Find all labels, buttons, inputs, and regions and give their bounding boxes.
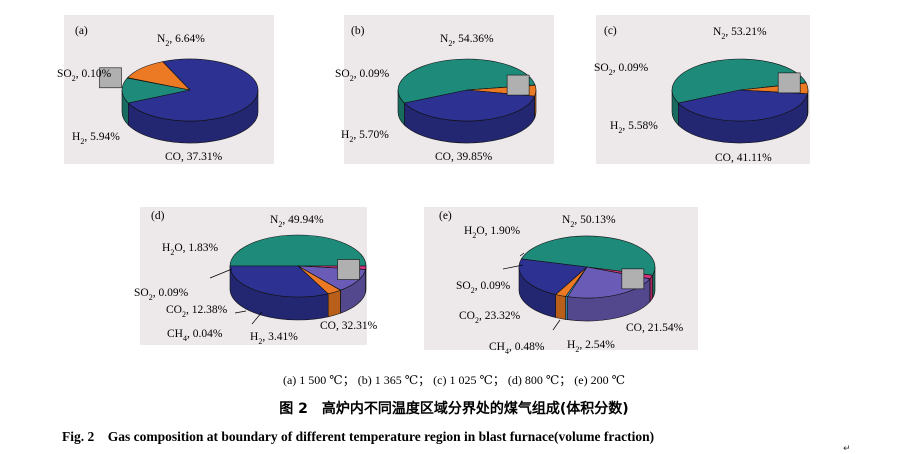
slice-label-n2: N2, 6.64% bbox=[157, 33, 205, 48]
slice-label-so2: SO2, 0.09% bbox=[335, 68, 390, 83]
pie-slice-n2 bbox=[229, 234, 367, 267]
slice-label-h2o: H2O, 1.90% bbox=[464, 225, 520, 240]
panel-label: (a) bbox=[75, 25, 88, 37]
pie-slice-co bbox=[677, 89, 808, 122]
slice-label-co2: CO2, 23.32% bbox=[459, 310, 521, 325]
pie-slice-n2 bbox=[397, 58, 536, 104]
return-mark-icon: ↵ bbox=[843, 444, 851, 454]
panel-label: (d) bbox=[151, 210, 165, 222]
pie-slice-co bbox=[229, 265, 329, 298]
slice-label-so2: SO2, 0.09% bbox=[134, 287, 189, 302]
pie-slice-n2 bbox=[121, 77, 191, 104]
slice-label-so2: SO2, 0.10% bbox=[57, 68, 112, 83]
pie-exploded-so2 bbox=[337, 259, 360, 280]
figure-title-chinese: 图 2 高炉内不同温度区域分界处的煤气组成(体积分数) bbox=[279, 401, 629, 417]
leader-line bbox=[519, 252, 525, 257]
subfigure-caption: (a) 1 500 ℃； (b) 1 365 ℃； (c) 1 025 ℃； (… bbox=[282, 373, 626, 387]
slice-label-co2: CO2, 12.38% bbox=[166, 304, 228, 319]
slice-label-n2: N2, 54.36% bbox=[440, 33, 494, 48]
leader-line bbox=[234, 310, 247, 314]
slice-label-so2: SO2, 0.09% bbox=[456, 280, 511, 295]
pie-slice-co bbox=[127, 58, 259, 122]
pie-exploded-so2 bbox=[99, 67, 122, 89]
slice-label-h2: H2, 2.54% bbox=[567, 339, 615, 354]
pie-side-h2 bbox=[327, 289, 341, 318]
pie-exploded-so2 bbox=[621, 268, 645, 290]
figure-title-english: Fig. 2 Gas composition at boundary of di… bbox=[62, 429, 655, 444]
slice-label-h2: H2, 5.70% bbox=[341, 129, 389, 144]
pie-slice-co bbox=[403, 89, 536, 122]
pie-panel-e: (e) H2O, 1.90% N2, 50.13% SO2, 0.09% CO2, 23… bbox=[424, 207, 698, 356]
slice-label-ch4: CH4, 0.48% bbox=[489, 341, 545, 356]
slice-label-n2: N2, 53.21% bbox=[713, 26, 767, 41]
slice-label-co: CO, 37.31% bbox=[165, 151, 223, 163]
pie-side-h2 bbox=[555, 294, 566, 320]
pie-side-h2o bbox=[649, 274, 653, 303]
leader-line bbox=[251, 311, 263, 325]
pie-exploded-so2 bbox=[506, 74, 530, 96]
slice-label-n2: N2, 50.13% bbox=[562, 214, 616, 229]
pie-slice-co2 bbox=[567, 266, 651, 299]
pie-panel-b: (b) N2, 54.36% SO2, 0.09% H2, 5.70% CO, 39.8… bbox=[335, 15, 554, 164]
pie-slice-n2 bbox=[520, 235, 656, 276]
pie-panel-d: (d) N2, 49.94% H2O, 1.83% SO2, 0.09% CO2, 12… bbox=[134, 207, 378, 346]
slice-label-co: CO, 32.31% bbox=[320, 320, 378, 332]
panel-label: (e) bbox=[439, 210, 452, 222]
leader-line bbox=[502, 264, 524, 270]
slice-label-co: CO, 21.54% bbox=[626, 322, 684, 334]
leader-line bbox=[209, 268, 233, 279]
leader-line bbox=[552, 319, 561, 331]
slice-label-co: CO, 39.85% bbox=[435, 151, 493, 163]
panel-label: (c) bbox=[604, 25, 617, 37]
slice-label-h2: H2, 5.58% bbox=[610, 120, 658, 135]
pie-exploded-so2 bbox=[777, 72, 801, 94]
panel-label: (b) bbox=[351, 25, 365, 37]
pie-panel-c: (c) N2, 53.21% SO2, 0.09% H2, 5.58% CO, 41.1… bbox=[594, 15, 810, 164]
pie-slice-n2 bbox=[671, 58, 807, 104]
pie-panel-a: (a) N2, 6.64% SO2, 0.10% H2, 5.94% CO, 37.31… bbox=[57, 15, 274, 164]
slice-label-so2: SO2, 0.09% bbox=[594, 62, 649, 77]
slice-label-h2: H2, 3.41% bbox=[250, 331, 298, 346]
slice-label-h2: H2, 5.94% bbox=[72, 131, 120, 146]
slice-label-n2: N2, 49.94% bbox=[270, 214, 324, 229]
slice-label-h2o: H2O, 1.83% bbox=[162, 242, 218, 257]
pie-slice-co bbox=[518, 258, 588, 295]
slice-label-co: CO, 41.11% bbox=[715, 152, 772, 164]
slice-label-ch4: CH4, 0.04% bbox=[167, 328, 223, 343]
